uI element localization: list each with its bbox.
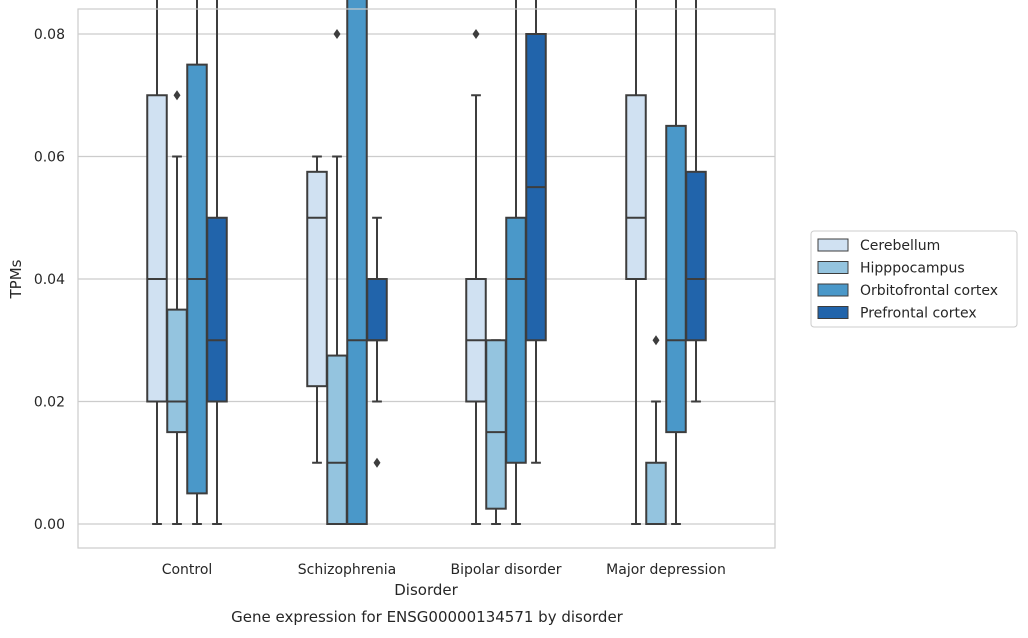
x-axis-label: Disorder xyxy=(394,581,458,599)
box-2-1 xyxy=(346,0,368,525)
box-body xyxy=(306,170,328,388)
box-3-0 xyxy=(206,0,228,525)
outlier-point xyxy=(472,29,480,39)
outlier-point xyxy=(333,29,341,39)
box-body xyxy=(505,216,527,464)
box-3-1 xyxy=(366,216,388,468)
x-tick-label: Major depression xyxy=(606,562,726,578)
box-2-0 xyxy=(186,0,208,525)
legend-label: Orbitofrontal cortex xyxy=(860,283,998,299)
x-tick-labels: Control Schizophrenia Bipolar disorder Majo… xyxy=(162,562,726,578)
y-tick-label: 0.02 xyxy=(34,395,65,411)
box-body xyxy=(146,94,168,403)
outlier-point xyxy=(652,335,660,346)
box-1-0 xyxy=(166,90,188,525)
y-tick-label: 0.08 xyxy=(34,27,65,43)
box-1-2 xyxy=(485,339,507,525)
box-0-3 xyxy=(625,0,647,525)
outlier-point xyxy=(373,457,381,468)
box-body xyxy=(665,124,687,434)
legend-label: Prefrontal cortex xyxy=(860,306,977,322)
legend: Cerebellum Hipppocampus Orbitofrontal cort… xyxy=(810,230,1018,328)
x-tick-label: Bipolar disorder xyxy=(450,562,561,578)
chart-caption: Gene expression for ENSG00000134571 by d… xyxy=(231,608,624,626)
box-body xyxy=(346,0,368,525)
legend-label: Cerebellum xyxy=(860,238,940,254)
box-1-1 xyxy=(326,29,348,525)
box-body xyxy=(645,461,667,525)
box-3-3 xyxy=(685,0,707,403)
legend-swatch xyxy=(817,261,849,274)
legend-label: Hipppocampus xyxy=(860,261,965,277)
box-2-3 xyxy=(665,0,687,525)
box-body xyxy=(326,354,348,525)
legend-swatch xyxy=(817,306,849,319)
outlier-point xyxy=(173,90,181,101)
box-body xyxy=(166,308,188,434)
box-body xyxy=(206,216,228,403)
box-0-1 xyxy=(306,155,328,464)
y-axis-label: TPMs xyxy=(7,259,25,299)
y-tick-label: 0.00 xyxy=(34,517,65,533)
box-body xyxy=(625,94,647,280)
box-3-2 xyxy=(525,0,547,464)
x-tick-label: Schizophrenia xyxy=(298,562,396,578)
legend-frame xyxy=(810,230,1018,328)
box-2-2 xyxy=(505,0,527,525)
x-tick-label: Control xyxy=(162,562,213,578)
legend-swatch xyxy=(817,238,849,252)
box-body xyxy=(366,278,388,342)
box-body xyxy=(685,170,707,342)
plot-frame xyxy=(77,8,776,549)
legend-swatch xyxy=(817,283,849,297)
box-0-0 xyxy=(146,0,168,525)
box-body xyxy=(485,339,507,510)
box-layer xyxy=(146,0,707,525)
y-tick-labels: 0.000.020.040.060.080.100.120.140.16 xyxy=(34,27,65,533)
box-0-2 xyxy=(465,29,487,525)
y-tick-label: 0.04 xyxy=(34,272,65,288)
y-tick-label: 0.06 xyxy=(34,150,65,166)
box-1-3 xyxy=(645,335,667,525)
